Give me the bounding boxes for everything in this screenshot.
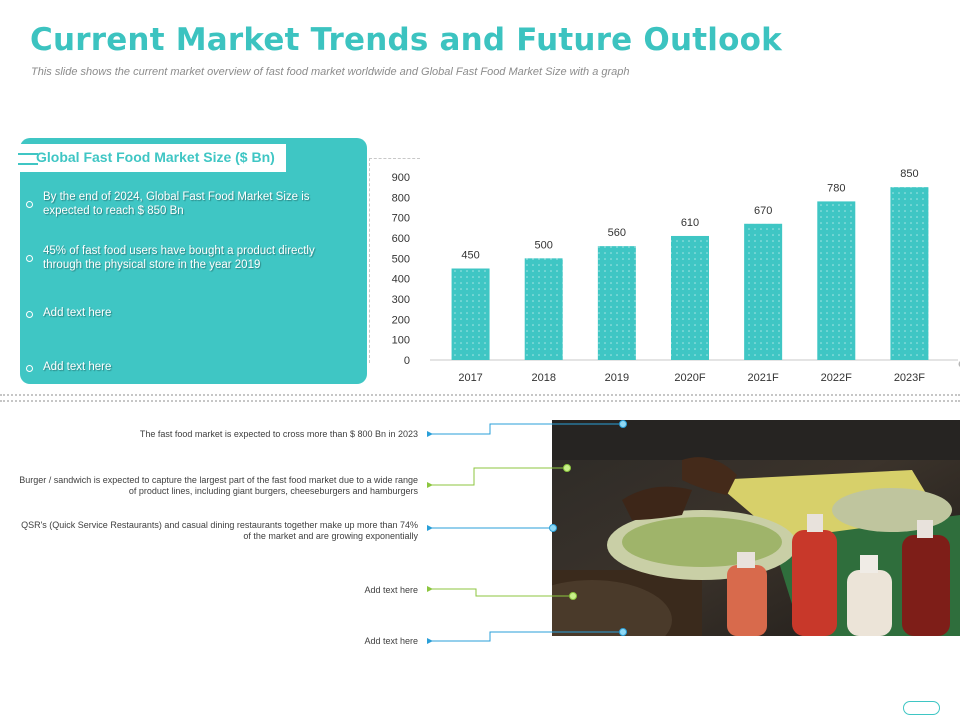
y-tick-label: 600 xyxy=(392,233,410,245)
y-tick-label: 0 xyxy=(404,355,410,367)
bar-2023F xyxy=(890,187,929,360)
y-tick-label: 300 xyxy=(392,294,410,306)
page-title: Current Market Trends and Future Outlook xyxy=(30,22,782,58)
y-tick-label: 800 xyxy=(392,192,410,204)
note-5: Add text here xyxy=(364,636,418,646)
panel-bullet-2: 45% of fast food users have bought a pro… xyxy=(43,245,315,271)
info-panel xyxy=(20,138,367,384)
connector-5 xyxy=(427,628,627,644)
panel-bullet-1: By the end of 2024, Global Fast Food Mar… xyxy=(43,191,310,217)
data-label: 850 xyxy=(900,168,918,180)
x-tick-label: 2023F xyxy=(894,372,925,384)
bar-2020F xyxy=(671,235,709,360)
connector-1 xyxy=(427,420,627,437)
panel-title-lines-icon xyxy=(18,153,38,165)
bar-2018 xyxy=(524,258,563,360)
y-tick-label: 200 xyxy=(392,314,410,326)
data-label: 610 xyxy=(681,217,699,229)
x-tick-label: 2017 xyxy=(458,372,482,384)
connector-4 xyxy=(427,586,577,600)
bar-chart: 0 100 200 300 400 500 600 700 800 900 450 2017 500 20… xyxy=(392,168,960,384)
panel-bullet-3: Add text here xyxy=(43,307,112,319)
bar-2017 xyxy=(451,268,490,360)
bar-2022F xyxy=(817,201,856,360)
bullet-dot-icon xyxy=(26,365,33,372)
note-2: Burger / sandwich is expected to capture… xyxy=(19,475,418,496)
y-tick-label: 900 xyxy=(392,172,410,184)
x-tick-label: 2018 xyxy=(531,372,555,384)
chart-frame xyxy=(369,158,420,363)
bar-2021F xyxy=(744,223,783,360)
bar-2019 xyxy=(597,246,636,360)
panel-title-bar xyxy=(18,144,286,172)
note-3: QSR's (Quick Service Restaurants) and ca… xyxy=(21,520,418,541)
y-tick-label: 100 xyxy=(392,335,410,347)
panel-bullet-4: Add text here xyxy=(43,361,112,373)
connector-3 xyxy=(427,524,557,532)
section-divider xyxy=(0,394,960,402)
bullet-dot-icon xyxy=(26,311,33,318)
note-4: Add text here xyxy=(364,585,418,595)
x-tick-label: 2021F xyxy=(748,372,779,384)
x-tick-label: 2022F xyxy=(821,372,852,384)
bullet-dot-icon xyxy=(26,255,33,262)
slide-indicator xyxy=(903,701,940,715)
data-label: 780 xyxy=(827,182,845,194)
data-label: 670 xyxy=(754,205,772,217)
connector-2 xyxy=(427,464,571,488)
page-subtitle: This slide shows the current market over… xyxy=(31,66,630,78)
x-tick-label: 2019 xyxy=(605,372,629,384)
bullet-dot-icon xyxy=(26,201,33,208)
y-tick-label: 400 xyxy=(392,274,410,286)
note-1: The fast food market is expected to cros… xyxy=(139,429,418,439)
food-preparation-photo xyxy=(552,420,960,636)
y-tick-label: 500 xyxy=(392,253,410,265)
data-label: 560 xyxy=(608,227,626,239)
panel-title: Global Fast Food Market Size ($ Bn) xyxy=(36,149,275,165)
data-label: 450 xyxy=(461,250,479,262)
data-label: 500 xyxy=(535,239,553,251)
y-tick-label: 700 xyxy=(392,213,410,225)
x-tick-label: 2020F xyxy=(674,372,705,384)
